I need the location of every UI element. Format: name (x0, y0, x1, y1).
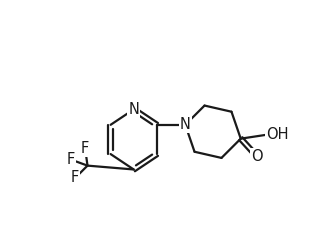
Text: O: O (251, 149, 263, 164)
Text: F: F (81, 141, 89, 156)
Text: F: F (71, 170, 79, 185)
Text: N: N (128, 102, 139, 117)
Text: F: F (67, 152, 75, 167)
Text: N: N (180, 117, 191, 132)
Text: OH: OH (266, 127, 289, 142)
